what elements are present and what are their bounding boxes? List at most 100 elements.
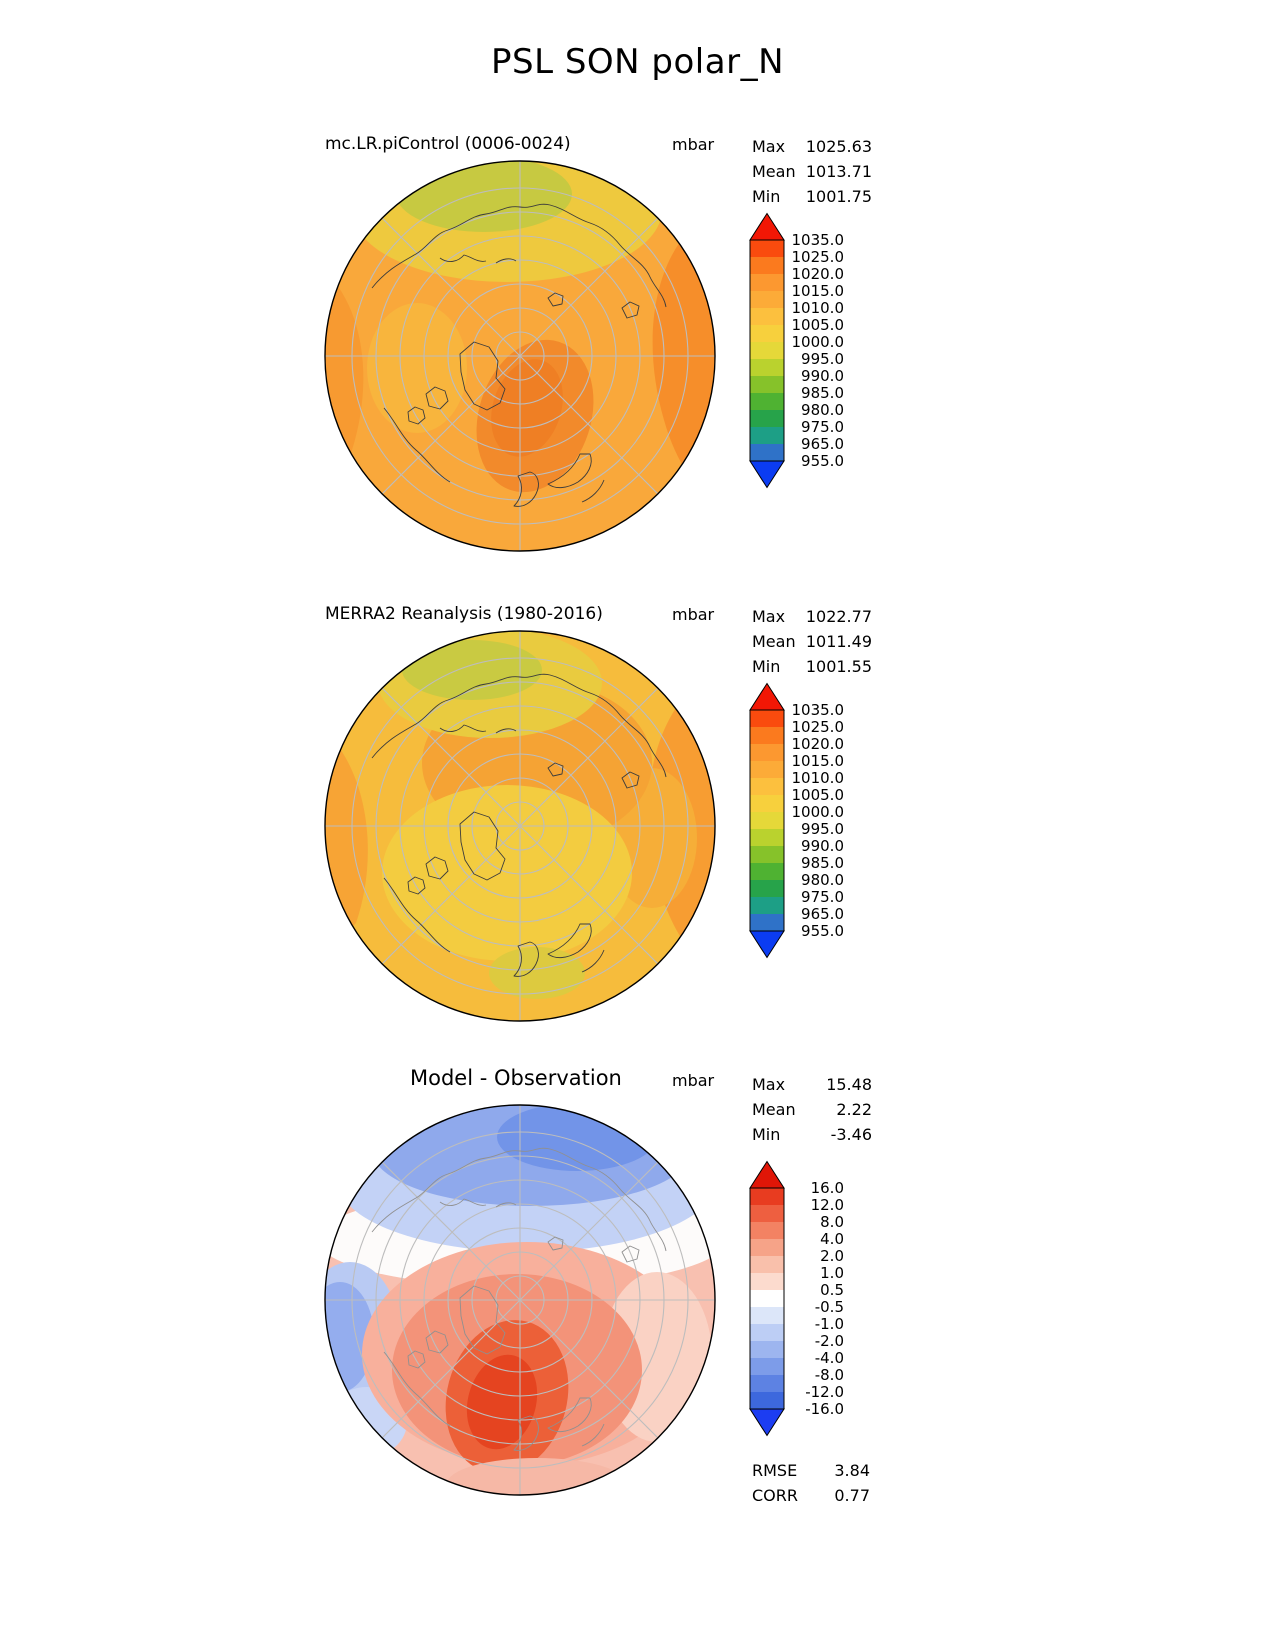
colorbar-tick-label: 990.0 [801, 837, 844, 855]
colorbar-segment [750, 1324, 784, 1341]
colorbar-segment [750, 291, 784, 308]
colorbar-tick-label: -2.0 [814, 1332, 844, 1350]
graticule-and-coastlines [325, 1105, 715, 1495]
colorbar-extend-max [749, 1160, 785, 1189]
stat-value: 1001.55 [805, 657, 872, 676]
stat-label: Mean [752, 632, 796, 651]
colorbar-segment [750, 778, 784, 795]
colorbar-tick-label: 1005.0 [791, 786, 845, 804]
colorbar-tick-label: 995.0 [801, 820, 844, 838]
polar-map [322, 628, 718, 1024]
colorbar-segment [750, 444, 784, 461]
colorbar-segment [750, 829, 784, 846]
colorbar-labels: 1035.0 1025.0 1020.0 1015.0 1010.0 1005.0 1000… [788, 682, 845, 962]
stat-label: Mean [752, 162, 796, 181]
colorbar [748, 1160, 786, 1440]
polar-map-svg [324, 1104, 716, 1496]
colorbar-segment [750, 1307, 784, 1324]
stats-block: Max 15.48 Mean 2.22 Min -3.46 [752, 1072, 872, 1147]
colorbar-tick-label: 0.5 [820, 1281, 844, 1299]
colorbar-tick-label: 1015.0 [791, 752, 845, 770]
stats-block: Max 1022.77 Mean 1011.49 Min 1001.55 [752, 604, 872, 679]
colorbar-labels: 16.0 12.0 8.0 4.0 2.0 1.0 0.5 -0.5 -1.0 -2.0 -4.0-… [788, 1160, 844, 1440]
colorbar-tick-label: -0.5 [814, 1298, 844, 1316]
stat-value: 1025.63 [805, 137, 872, 156]
panel-model: mc.LR.piControl (0006-0024) mbar Max 1025… [0, 128, 1275, 598]
colorbar-tick-label: 955.0 [801, 922, 844, 940]
colorbar-tick-label: 1.0 [820, 1264, 844, 1282]
colorbar-segment [750, 1392, 784, 1409]
colorbar-tick-label: -12.0 [805, 1383, 844, 1401]
polar-map [322, 158, 718, 554]
colorbar-segment [750, 897, 784, 914]
colorbar-tick-label: 980.0 [801, 401, 844, 419]
stat-value: 1022.77 [805, 607, 872, 626]
colorbar-segment [750, 1256, 784, 1273]
panel-observation: MERRA2 Reanalysis (1980-2016) mbar Max 10… [0, 598, 1275, 1068]
stat-value: 15.48 [826, 1075, 872, 1094]
colorbar-tick-label: 1000.0 [791, 333, 845, 351]
graticule-and-coastlines [325, 631, 715, 1021]
metrics-block: RMSE 3.84 CORR 0.77 [752, 1458, 870, 1508]
colorbar-segment [750, 1341, 784, 1358]
colorbar-segment [750, 410, 784, 427]
colorbar-tick-label: 12.0 [810, 1196, 844, 1214]
colorbar-tick-label: 1020.0 [791, 735, 845, 753]
stat-row: Max 1025.63 [752, 134, 872, 159]
panel-difference: Model - Observation mbar Max 15.48 Mean 2.2… [0, 1066, 1275, 1650]
colorbar-tick-label: 1025.0 [791, 248, 845, 266]
colorbar-tick-label: -8.0 [814, 1366, 844, 1384]
colorbar-tick-label: 8.0 [820, 1213, 844, 1231]
colorbar-tick-label: 2.0 [820, 1247, 844, 1265]
colorbar-segment [750, 342, 784, 359]
metric-label: RMSE [752, 1461, 798, 1480]
colorbar-tick-label: 1015.0 [791, 282, 845, 300]
stat-row: Min 1001.75 [752, 184, 872, 209]
colorbar-segment [750, 846, 784, 863]
stat-label: Min [752, 1125, 781, 1144]
stat-label: Max [752, 1075, 786, 1094]
stat-row: Mean 2.22 [752, 1097, 872, 1122]
colorbar-segment [750, 325, 784, 342]
colorbar-segment [750, 308, 784, 325]
colorbar-segment [750, 795, 784, 812]
colorbar-segment [750, 727, 784, 744]
colorbar-tick-label: 1035.0 [791, 701, 845, 719]
colorbar-segment [750, 240, 784, 257]
colorbar-svg [749, 1160, 785, 1437]
colorbar-tick-label: 965.0 [801, 435, 844, 453]
colorbar-segment [750, 427, 784, 444]
colorbar-svg [749, 682, 785, 959]
metric-row: RMSE 3.84 [752, 1458, 870, 1483]
colorbar-tick-label: 1000.0 [791, 803, 845, 821]
colorbar-segment [750, 274, 784, 291]
units-label: mbar [672, 1071, 715, 1090]
stat-row: Min -3.46 [752, 1122, 872, 1147]
stat-label: Min [752, 187, 781, 206]
polar-map-svg [324, 160, 716, 552]
colorbar-segment [750, 863, 784, 880]
colorbar-svg [749, 212, 785, 489]
stat-row: Max 1022.77 [752, 604, 872, 629]
colorbar-extend-min [749, 930, 785, 959]
colorbar-tick-label: 985.0 [801, 854, 844, 872]
polar-map [322, 1102, 718, 1498]
colorbar-segment [750, 376, 784, 393]
colorbar-tick-label: 990.0 [801, 367, 844, 385]
colorbar-tick-label: 1010.0 [791, 299, 845, 317]
colorbar-tick-label: 16.0 [810, 1179, 844, 1197]
metric-row: CORR 0.77 [752, 1483, 870, 1508]
colorbar-segment [750, 1273, 784, 1290]
colorbar-segment [750, 1358, 784, 1375]
colorbar-segment [750, 1290, 784, 1307]
colorbar-segment [750, 710, 784, 727]
stat-label: Mean [752, 1100, 796, 1119]
units-label: mbar [672, 605, 715, 624]
colorbar-tick-label: 1035.0 [791, 231, 845, 249]
stat-value: 1013.71 [805, 162, 872, 181]
colorbar-tick-label: 1005.0 [791, 316, 845, 334]
colorbar-tick-label: 1020.0 [791, 265, 845, 283]
colorbar-segment [750, 359, 784, 376]
colorbar-tick-label: 985.0 [801, 384, 844, 402]
